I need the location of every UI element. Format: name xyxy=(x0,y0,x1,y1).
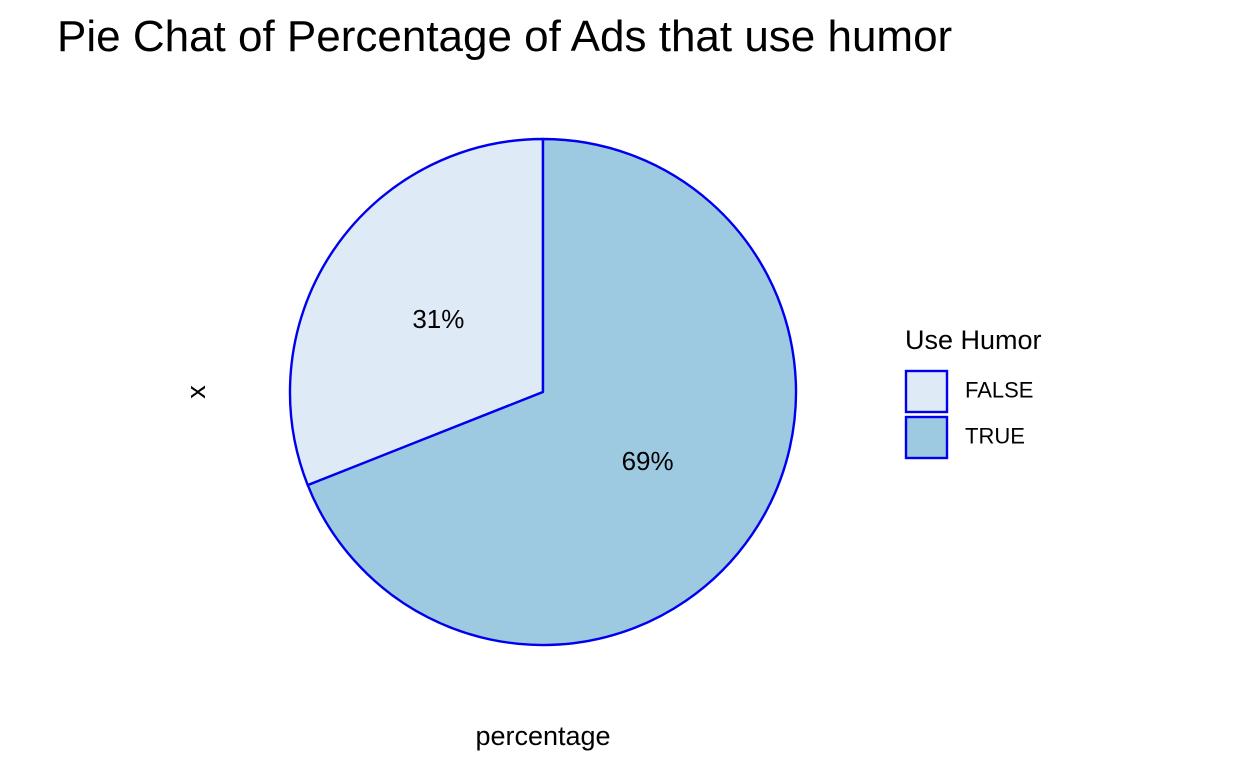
chart-title: Pie Chat of Percentage of Ads that use h… xyxy=(57,12,952,61)
slice-label-false: 31% xyxy=(412,304,464,334)
y-axis-label: x xyxy=(181,385,211,399)
pie-slice-true xyxy=(306,137,798,647)
legend: Use Humor FALSE TRUE xyxy=(904,325,1042,460)
legend-items: FALSE TRUE xyxy=(904,369,1033,460)
pie-slice-labels: 31% 69% xyxy=(412,304,673,476)
legend-key-true xyxy=(904,415,949,460)
legend-title: Use Humor xyxy=(905,325,1042,355)
pie-slice-false xyxy=(288,137,545,487)
x-axis-label: percentage xyxy=(475,721,610,751)
legend-label-false: FALSE xyxy=(965,377,1033,402)
legend-label-true: TRUE xyxy=(965,423,1025,448)
pie-slices xyxy=(288,137,798,647)
legend-key-false xyxy=(904,369,949,414)
slice-label-true: 69% xyxy=(622,446,674,476)
